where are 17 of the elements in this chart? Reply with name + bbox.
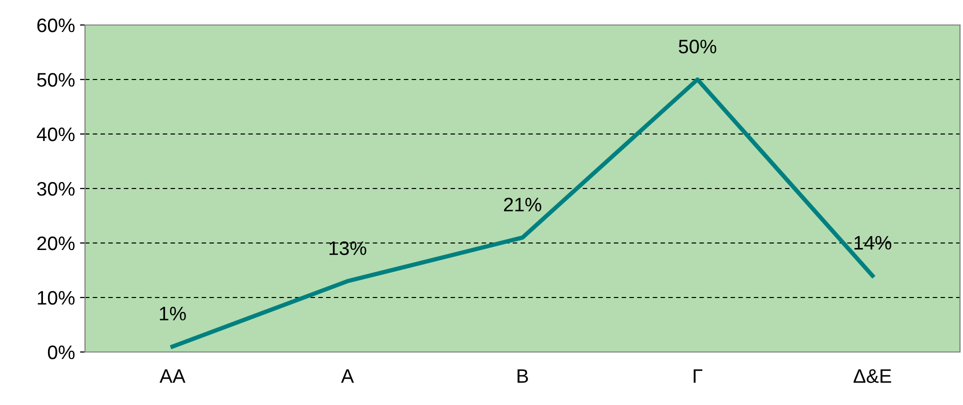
x-tick-label: Δ&Ε [854, 369, 892, 383]
x-tick-label: ΑΑ [160, 369, 186, 383]
x-tick-label: Α [341, 369, 354, 383]
data-label: 50% [678, 40, 716, 54]
y-tick-label: 0% [48, 345, 75, 360]
y-tick-label: 10% [38, 290, 75, 305]
y-tick-label: 20% [37, 236, 75, 250]
y-tick-label: 60% [37, 18, 75, 32]
y-tick-label: 30% [37, 182, 75, 196]
y-tick-label: 40% [36, 127, 75, 142]
data-label: 1% [160, 306, 186, 320]
data-label: 21% [504, 198, 542, 212]
y-tick-label: 50% [37, 72, 75, 87]
x-tick-label: Γ [694, 369, 702, 383]
x-tick-label: Β [518, 369, 528, 383]
data-label: 14% [854, 236, 892, 250]
data-label: 13% [330, 241, 366, 256]
